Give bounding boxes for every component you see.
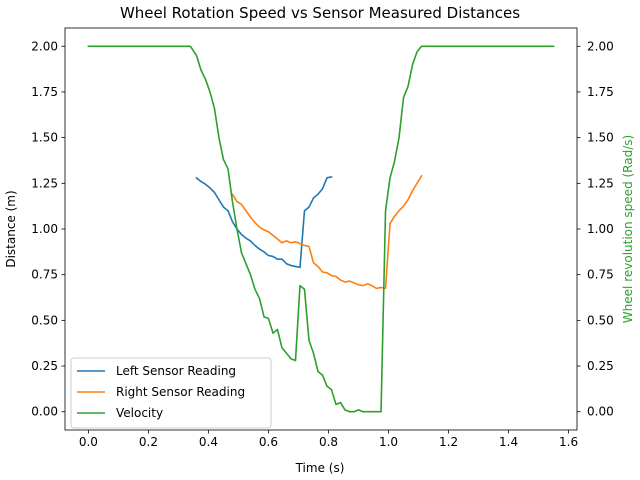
y-tick-label: 0.75 (31, 268, 58, 282)
y2-tick-label: 1.50 (587, 131, 614, 145)
y2-tick-label: 0.75 (587, 268, 614, 282)
y2-tick-label: 0.50 (587, 313, 614, 327)
series-line-1 (195, 175, 333, 269)
y-tick-label: 0.25 (31, 359, 58, 373)
x-tick-label: 0.8 (319, 435, 338, 449)
x-tick-label: 1.6 (559, 435, 578, 449)
y2-tick-label: 1.25 (587, 176, 614, 190)
axes-layer: 0.0 0.2 0.4 0.6 0.8 1.0 1.2 1.4 1.6 0.00 0.25 0.50 0… (31, 27, 614, 449)
x-tick-label: 0.0 (79, 435, 98, 449)
legend-box (70, 357, 272, 429)
chart-title: Wheel Rotation Speed vs Sensor Measured … (120, 4, 520, 22)
x-tick-label: 1.2 (439, 435, 458, 449)
series-line-2 (231, 174, 423, 290)
y-tick-label: 1.00 (31, 222, 58, 236)
y2-tick-label: 0.25 (587, 359, 614, 373)
x-tick-label: 0.6 (259, 435, 278, 449)
legend: Left Sensor Reading Right Sensor Reading V… (70, 357, 272, 429)
x-axis-title: Time (s) (295, 461, 345, 475)
y2-axis-title: Wheel revolution speed (Rad/s) (621, 135, 635, 323)
y-tick-label: 1.75 (31, 85, 58, 99)
series-line-3 (87, 45, 555, 413)
y-tick-label: 0.50 (31, 313, 58, 327)
y2-tick-label: 0.00 (587, 405, 614, 419)
legend-label: Velocity (116, 406, 163, 420)
x-tick-label: 0.2 (139, 435, 158, 449)
series-layer (87, 45, 555, 413)
legend-label: Left Sensor Reading (116, 364, 236, 378)
x-tick-label: 1.4 (499, 435, 518, 449)
y-tick-label: 1.50 (31, 131, 58, 145)
x-tick-label: 0.4 (199, 435, 218, 449)
y2-tick-label: 2.00 (587, 39, 614, 53)
legend-label: Right Sensor Reading (116, 385, 245, 399)
y-axis-title: Distance (m) (4, 190, 18, 267)
y-tick-label: 0.00 (31, 405, 58, 419)
y-tick-label: 2.00 (31, 39, 58, 53)
y2-tick-label: 1.75 (587, 85, 614, 99)
y2-tick-label: 1.00 (587, 222, 614, 236)
y-tick-label: 1.25 (31, 176, 58, 190)
x-tick-label: 1.0 (379, 435, 398, 449)
